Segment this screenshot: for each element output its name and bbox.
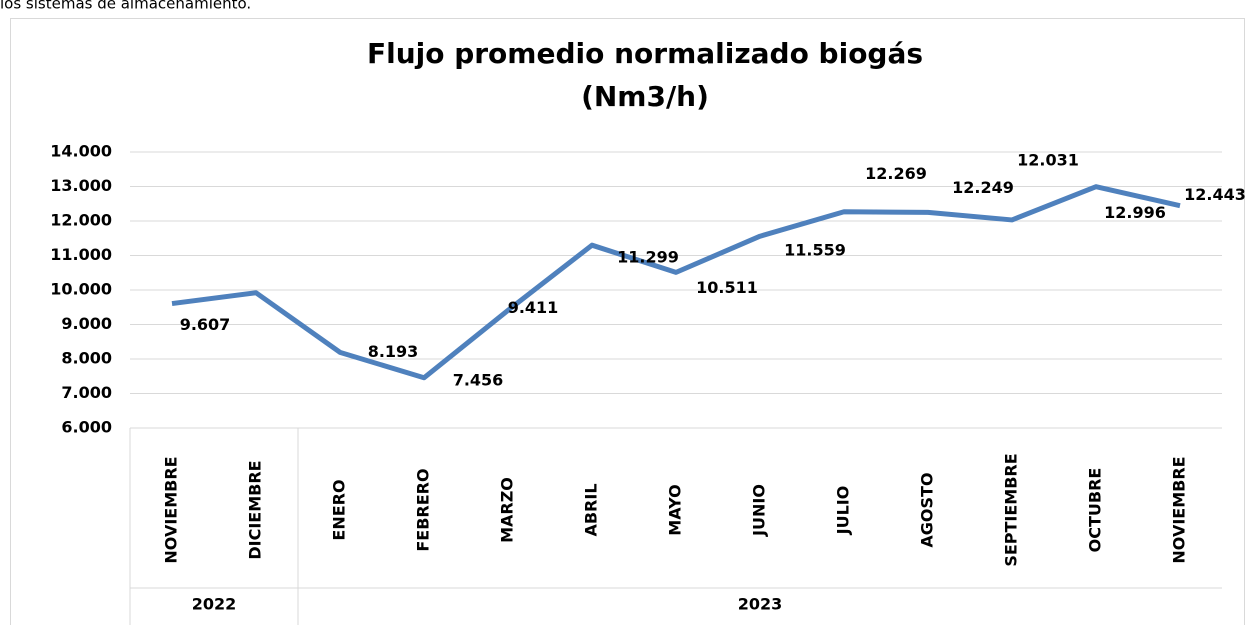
x-tick-label: AGOSTO [918, 472, 937, 547]
y-tick-label: 6.000 [61, 418, 112, 437]
data-label: 11.299 [617, 248, 679, 267]
chart-title: Flujo promedio normalizado biogás [367, 37, 923, 70]
x-group-label: 2022 [192, 595, 237, 614]
x-tick-label: JUNIO [750, 484, 769, 537]
x-tick-label: MARZO [498, 477, 517, 543]
data-label: 7.456 [453, 370, 504, 389]
caption: los sistemas de almacenamiento. [0, 0, 251, 13]
y-tick-label: 10.000 [50, 280, 112, 299]
chart-border [10, 18, 1245, 625]
data-line [171, 184, 1181, 381]
x-tick-label: ABRIL [582, 483, 601, 536]
data-label: 12.996 [1104, 203, 1166, 222]
x-tick-label: FEBRERO [414, 468, 433, 551]
x-tick-label: JULIO [834, 486, 853, 536]
y-tick-label: 11.000 [50, 245, 112, 264]
y-tick-label: 9.000 [61, 314, 112, 333]
x-tick-label: SEPTIEMBRE [1002, 453, 1021, 566]
x-group-label: 2023 [738, 595, 783, 614]
data-label: 12.249 [952, 178, 1014, 197]
y-tick-label: 12.000 [50, 211, 112, 230]
x-tick-label: OCTUBRE [1086, 468, 1105, 553]
chart-title: (Nm3/h) [581, 80, 709, 113]
data-label: 12.443 [1184, 185, 1246, 204]
y-tick-label: 14.000 [50, 142, 112, 161]
data-label: 9.607 [180, 315, 231, 334]
y-tick-label: 7.000 [61, 383, 112, 402]
x-tick-label: ENERO [330, 479, 349, 540]
data-label: 8.193 [368, 342, 419, 361]
x-tick-label: NOVIEMBRE [1170, 456, 1189, 563]
data-label: 12.031 [1017, 150, 1079, 169]
data-label: 12.269 [865, 164, 927, 183]
data-label: 9.411 [508, 298, 559, 317]
x-tick-label: NOVIEMBRE [162, 456, 181, 563]
y-tick-label: 8.000 [61, 349, 112, 368]
y-tick-label: 13.000 [50, 176, 112, 195]
data-label: 11.559 [784, 241, 846, 260]
data-label: 10.511 [696, 278, 758, 297]
x-tick-label: MAYO [666, 484, 685, 535]
x-tick-label: DICIEMBRE [246, 460, 265, 559]
